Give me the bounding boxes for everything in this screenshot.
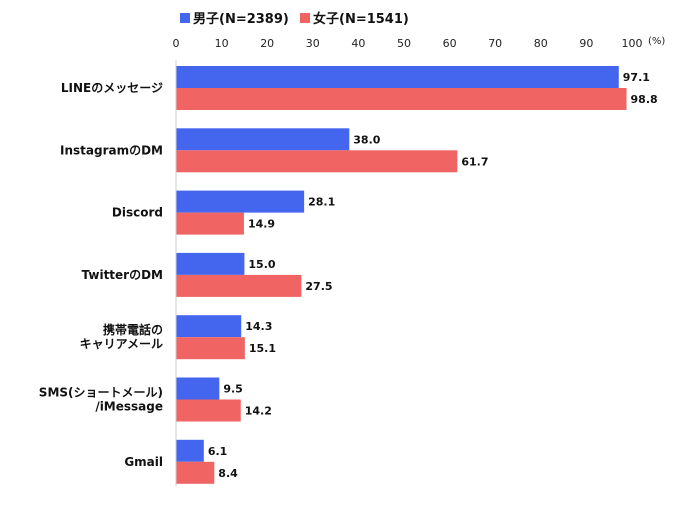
value-label-3-1: 27.5 <box>305 280 332 293</box>
bar-2-1 <box>176 212 244 235</box>
value-label-2-0: 28.1 <box>308 196 335 209</box>
tick-label-6: 60 <box>443 37 457 50</box>
category-label-4-1: キャリアメール <box>80 337 163 351</box>
category-label-2-0: Discord <box>112 206 163 220</box>
bar-1-0 <box>176 128 350 151</box>
tick-label-1: 10 <box>215 37 229 50</box>
legend-label-0: 男子(N=2389) <box>193 12 289 27</box>
tick-label-3: 30 <box>306 37 320 50</box>
tick-label-5: 50 <box>397 37 411 50</box>
value-label-3-0: 15.0 <box>248 258 275 271</box>
bar-5-1 <box>176 399 241 422</box>
bar-4-1 <box>176 337 245 360</box>
bar-2-0 <box>176 190 305 213</box>
legend-swatch-1 <box>300 13 310 23</box>
value-label-6-1: 8.4 <box>218 467 238 480</box>
value-label-5-0: 9.5 <box>223 383 243 396</box>
bar-1-1 <box>176 150 458 173</box>
value-label-1-1: 61.7 <box>461 155 488 168</box>
value-label-6-0: 6.1 <box>208 445 228 458</box>
bar-3-1 <box>176 274 302 297</box>
category-label-6-0: Gmail <box>124 455 163 469</box>
bar-3-0 <box>176 252 245 275</box>
bar-6-0 <box>176 439 204 462</box>
bar-4-0 <box>176 315 242 338</box>
category-label-5-1: /iMessage <box>95 400 163 414</box>
tick-label-10: 100 <box>622 37 643 50</box>
value-label-1-0: 38.0 <box>353 133 380 146</box>
bar-5-0 <box>176 377 220 400</box>
value-label-0-1: 98.8 <box>631 93 658 106</box>
tick-label-4: 40 <box>351 37 365 50</box>
bar-0-0 <box>176 66 619 88</box>
unit-label: (%) <box>648 36 665 47</box>
tick-label-0: 0 <box>173 37 180 50</box>
tick-label-7: 70 <box>488 37 502 50</box>
value-label-0-0: 97.1 <box>623 71 650 84</box>
tick-label-2: 20 <box>260 37 274 50</box>
value-label-2-1: 14.9 <box>248 218 275 231</box>
value-label-5-1: 14.2 <box>245 405 272 418</box>
tick-label-8: 80 <box>534 37 548 50</box>
category-label-1-0: InstagramのDM <box>60 143 163 157</box>
value-label-4-0: 14.3 <box>245 320 272 333</box>
value-label-4-1: 15.1 <box>249 342 276 355</box>
category-label-4-0: 携帯電話の <box>103 322 163 337</box>
legend-swatch-0 <box>180 13 190 23</box>
category-label-3-0: TwitterのDM <box>82 268 164 282</box>
category-label-5-0: SMS(ショートメール) <box>39 386 163 400</box>
tick-label-9: 90 <box>579 37 593 50</box>
bar-0-1 <box>176 88 627 110</box>
bar-6-1 <box>176 461 215 484</box>
category-label-0-0: LINEのメッセージ <box>61 81 163 95</box>
legend-label-1: 女子(N=1541) <box>313 11 409 27</box>
